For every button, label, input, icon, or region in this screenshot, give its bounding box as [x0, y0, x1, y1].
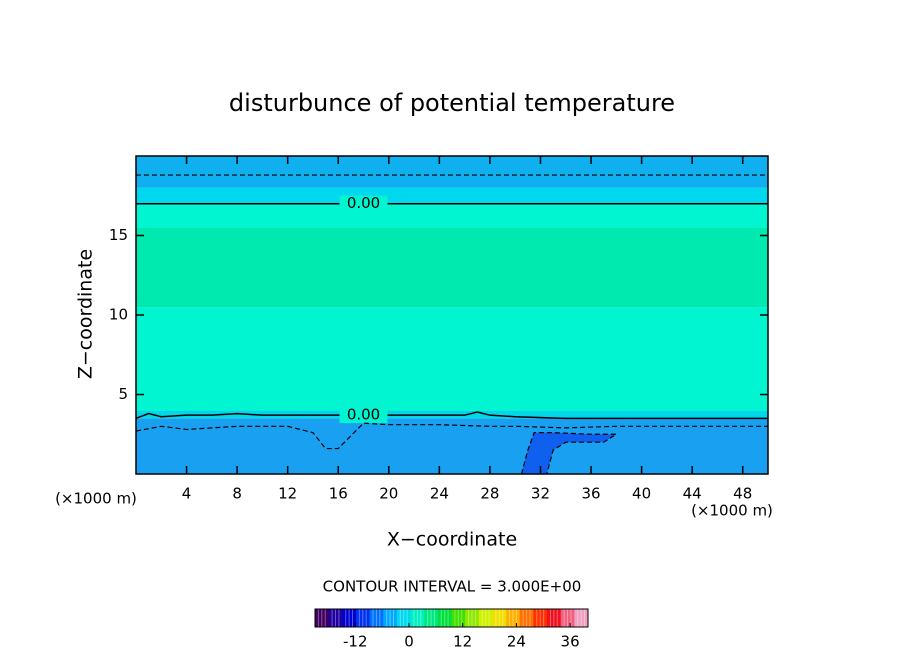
- y-tick-label: 10: [109, 306, 128, 324]
- x-tick-label: 16: [329, 485, 348, 503]
- colorbar-swatch: [478, 609, 493, 627]
- x-tick-label: 48: [733, 485, 752, 503]
- x-unit: (×1000 m): [691, 502, 773, 520]
- x-tick-label: 24: [430, 485, 449, 503]
- colorbar-swatch: [533, 609, 548, 627]
- colorbar-swatch: [315, 609, 330, 627]
- y-tick-label: 5: [118, 385, 128, 403]
- x-tick-label: 44: [683, 485, 702, 503]
- field-layer: [136, 227, 768, 308]
- contour-label-bg: [339, 407, 388, 424]
- colorbar-swatch: [560, 609, 575, 627]
- x-tick-label: 12: [278, 485, 297, 503]
- contour-line: [135, 411, 768, 420]
- colorbar-tick-label: -12: [343, 633, 368, 651]
- x-tick-label: 4: [182, 485, 192, 503]
- contour-interval: CONTOUR INTERVAL = 3.000E+00: [323, 578, 582, 596]
- colorbar-swatch: [506, 609, 521, 627]
- x-tick-label: 8: [232, 485, 242, 503]
- contour-label-bg: [339, 195, 388, 212]
- colorbar-swatch: [424, 609, 439, 627]
- contour-label: 0.00: [347, 194, 380, 212]
- colorbar-swatch: [369, 609, 384, 627]
- colorbar-swatch: [328, 609, 343, 627]
- y-tick-label: 15: [109, 226, 128, 244]
- colorbar-swatch: [437, 609, 452, 627]
- field-layer: [136, 418, 768, 474]
- x-tick-label: 20: [379, 485, 398, 503]
- colorbar-tick-label: 36: [561, 633, 580, 651]
- colorbar-swatch: [410, 609, 425, 627]
- colorbar-swatch: [383, 609, 398, 627]
- colorbar-tick-label: 0: [404, 633, 414, 651]
- colorbar-swatch: [396, 609, 412, 627]
- colorbar-swatch: [547, 609, 562, 627]
- colorbar-swatch: [355, 609, 371, 627]
- field-layer: [136, 156, 768, 188]
- contour-label: 0.00: [347, 406, 380, 424]
- contour-line: [135, 422, 768, 450]
- colorbar-swatch: [492, 609, 507, 627]
- colorbar-tick-label: 24: [507, 633, 526, 651]
- x-axis-label: X−coordinate: [387, 529, 517, 551]
- y-unit: (×1000 m): [55, 490, 137, 508]
- field-layer: [136, 203, 768, 228]
- colorbar-frame: [314, 608, 589, 628]
- colorbar-tick-label: 12: [453, 633, 472, 651]
- colorbar-swatch: [451, 609, 466, 627]
- contour-line: [520, 432, 619, 475]
- field-patch: [521, 432, 617, 474]
- x-tick-label: 32: [531, 485, 550, 503]
- x-tick-label: 36: [581, 485, 600, 503]
- y-axis-label: Z−coordinate: [75, 249, 97, 379]
- field-layer: [136, 410, 768, 419]
- field-layer: [136, 187, 768, 204]
- colorbar-swatch: [465, 609, 480, 627]
- chart-title: disturbunce of potential temperature: [229, 89, 675, 117]
- field-layer: [136, 307, 768, 411]
- colorbar-swatch: [342, 609, 357, 627]
- colorbar-swatch: [574, 609, 589, 627]
- x-tick-label: 40: [632, 485, 651, 503]
- x-tick-label: 28: [480, 485, 499, 503]
- colorbar-swatch: [519, 609, 534, 627]
